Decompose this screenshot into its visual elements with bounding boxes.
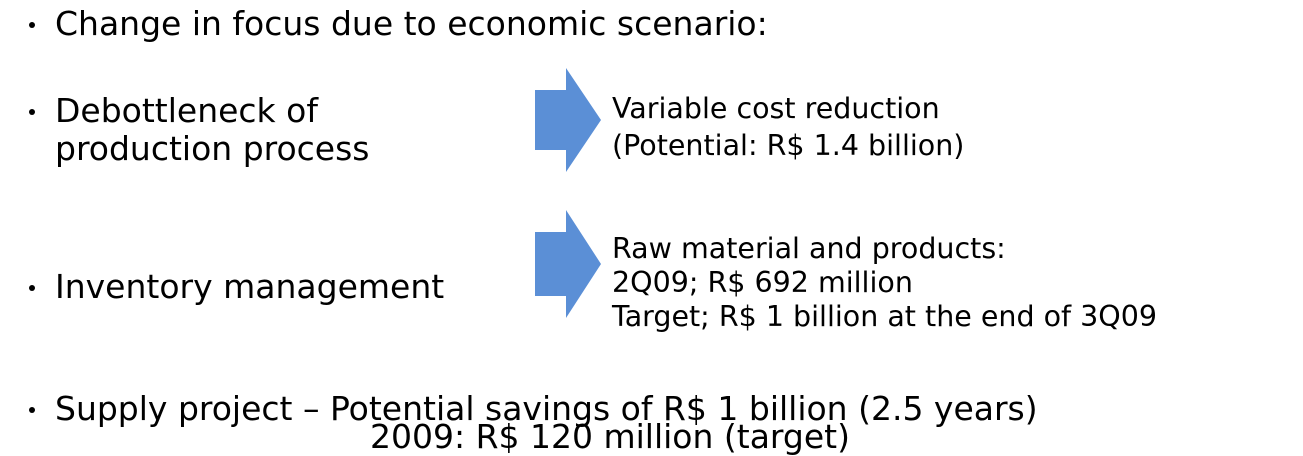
arrow — [535, 68, 601, 172]
bullet — [29, 285, 35, 291]
bullet-text: production process — [55, 129, 370, 168]
result-text: (Potential: R$ 1.4 billion) — [612, 129, 964, 162]
bullet-text: Debottleneck of — [55, 91, 319, 130]
bullet-text: 2009: R$ 120 million (target) — [370, 417, 850, 456]
bullet — [29, 407, 35, 413]
result-text: Raw material and products: — [612, 232, 1006, 265]
result-text: 2Q09; R$ 692 million — [612, 266, 913, 299]
bullet-text: Change in focus due to economic scenario… — [55, 4, 768, 43]
bullet — [29, 109, 35, 115]
arrow — [535, 210, 601, 318]
bullet-text: Inventory management — [55, 267, 444, 306]
result-text: Target; R$ 1 billion at the end of 3Q09 — [611, 300, 1157, 333]
bullet — [29, 22, 35, 28]
result-text: Variable cost reduction — [612, 92, 940, 125]
bullet-text: Supply project – Potential savings of R$… — [55, 389, 1038, 428]
